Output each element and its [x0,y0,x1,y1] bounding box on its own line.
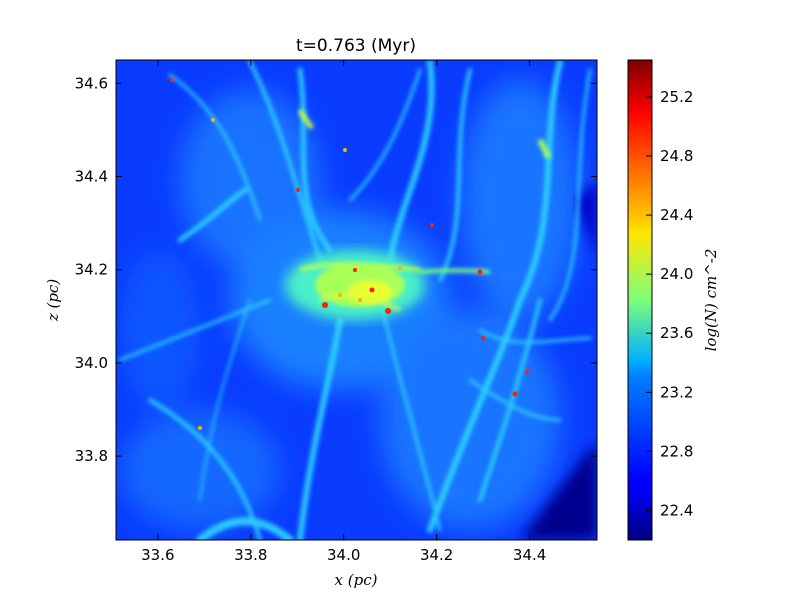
colorbar-tick-label: 22.4 [660,501,693,519]
y-axis-label: z (pc) [44,279,62,323]
y-tick-label: 34.4 [75,168,108,186]
colorbar-tick-label: 23.6 [660,324,693,342]
colorbar [627,59,653,541]
y-tick-label: 33.8 [75,447,108,465]
y-tick-label: 34.6 [75,74,108,92]
colorbar-tick-label: 24.0 [660,265,693,283]
x-axis-label: x (pc) [335,571,378,589]
x-tick-label: 34.0 [327,546,360,564]
x-axis: 33.6 33.8 34.0 34.2 34.4 [141,60,546,564]
y-axis: 33.8 34.0 34.2 34.4 34.6 [75,74,597,465]
x-tick-label: 34.2 [420,546,453,564]
x-tick-label: 33.6 [141,546,174,564]
colorbar-tick-label: 22.8 [660,442,693,460]
y-tick-label: 34.0 [75,354,108,372]
plot-frame [115,59,598,541]
colorbar-tick-label: 25.2 [660,88,693,106]
heatmap-image [116,60,597,540]
colorbar-tick-label: 24.8 [660,147,693,165]
y-tick-label: 34.2 [75,261,108,279]
colorbar-tick-label: 23.2 [660,383,693,401]
colorbar-tick-label: 24.4 [660,206,693,224]
chart-title: t=0.763 (Myr) [296,36,416,56]
x-tick-label: 33.8 [234,546,267,564]
colorbar-axis: 22.4 22.8 23.2 23.6 24.0 24.4 24.8 25.2 [646,88,693,519]
colorbar-label: log(N) cm^-2 [702,249,720,352]
x-tick-label: 34.4 [513,546,546,564]
